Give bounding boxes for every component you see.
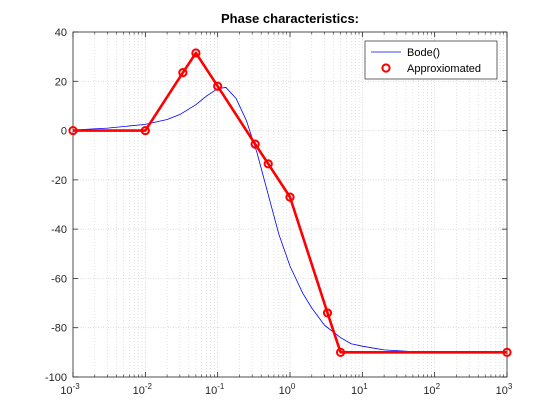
data-point: [263, 159, 273, 169]
legend-box: [364, 40, 498, 80]
series-1: [72, 87, 507, 353]
legend-entry: Bode(): [371, 47, 440, 59]
data-point: [213, 81, 223, 91]
legend-label: Bode(): [407, 47, 440, 59]
y-tick-label: -40: [51, 224, 67, 236]
data-point: [178, 68, 188, 78]
series-layer: [68, 48, 512, 357]
data-point: [140, 125, 150, 136]
axes: 10-3 10-2 10-1 100 101 102 103 40 20 0 -20 -40 -60 -8…: [45, 27, 513, 397]
x-tick-label: 10-1: [205, 382, 225, 397]
data-point: [502, 347, 512, 357]
data-point: [322, 308, 333, 318]
y-tick-label: -100: [45, 372, 67, 384]
data-point: [191, 48, 201, 58]
plot-area: [72, 31, 508, 378]
y-tick-label: 20: [55, 76, 67, 88]
x-tick-label: 10-3: [60, 382, 80, 397]
series-line: [73, 51, 507, 354]
y-tick-label: -80: [51, 323, 67, 335]
y-tick-label: -60: [51, 273, 67, 285]
legend-entry: Approxiomated: [381, 63, 481, 75]
x-tick-label: 102: [423, 382, 440, 397]
series-2: [68, 48, 512, 357]
y-tick-label: -20: [51, 175, 67, 187]
chart-title: Phase characteristics:: [221, 11, 359, 26]
x-tick-label: 10-2: [133, 382, 153, 397]
data-point: [335, 347, 346, 357]
data-point: [250, 139, 260, 149]
legend: Bode() Approxiomated: [364, 40, 498, 80]
x-tick-label: 100: [279, 382, 296, 397]
data-point: [285, 192, 295, 202]
x-tick-label: 103: [496, 382, 513, 397]
series-line: [72, 87, 507, 353]
legend-swatch: [381, 63, 391, 73]
legend-label: Approxiomated: [407, 63, 481, 75]
y-tick-label: 40: [55, 27, 67, 39]
x-tick-label: 101: [351, 382, 368, 397]
data-point: [68, 125, 78, 136]
y-tick-label: 0: [61, 126, 67, 138]
